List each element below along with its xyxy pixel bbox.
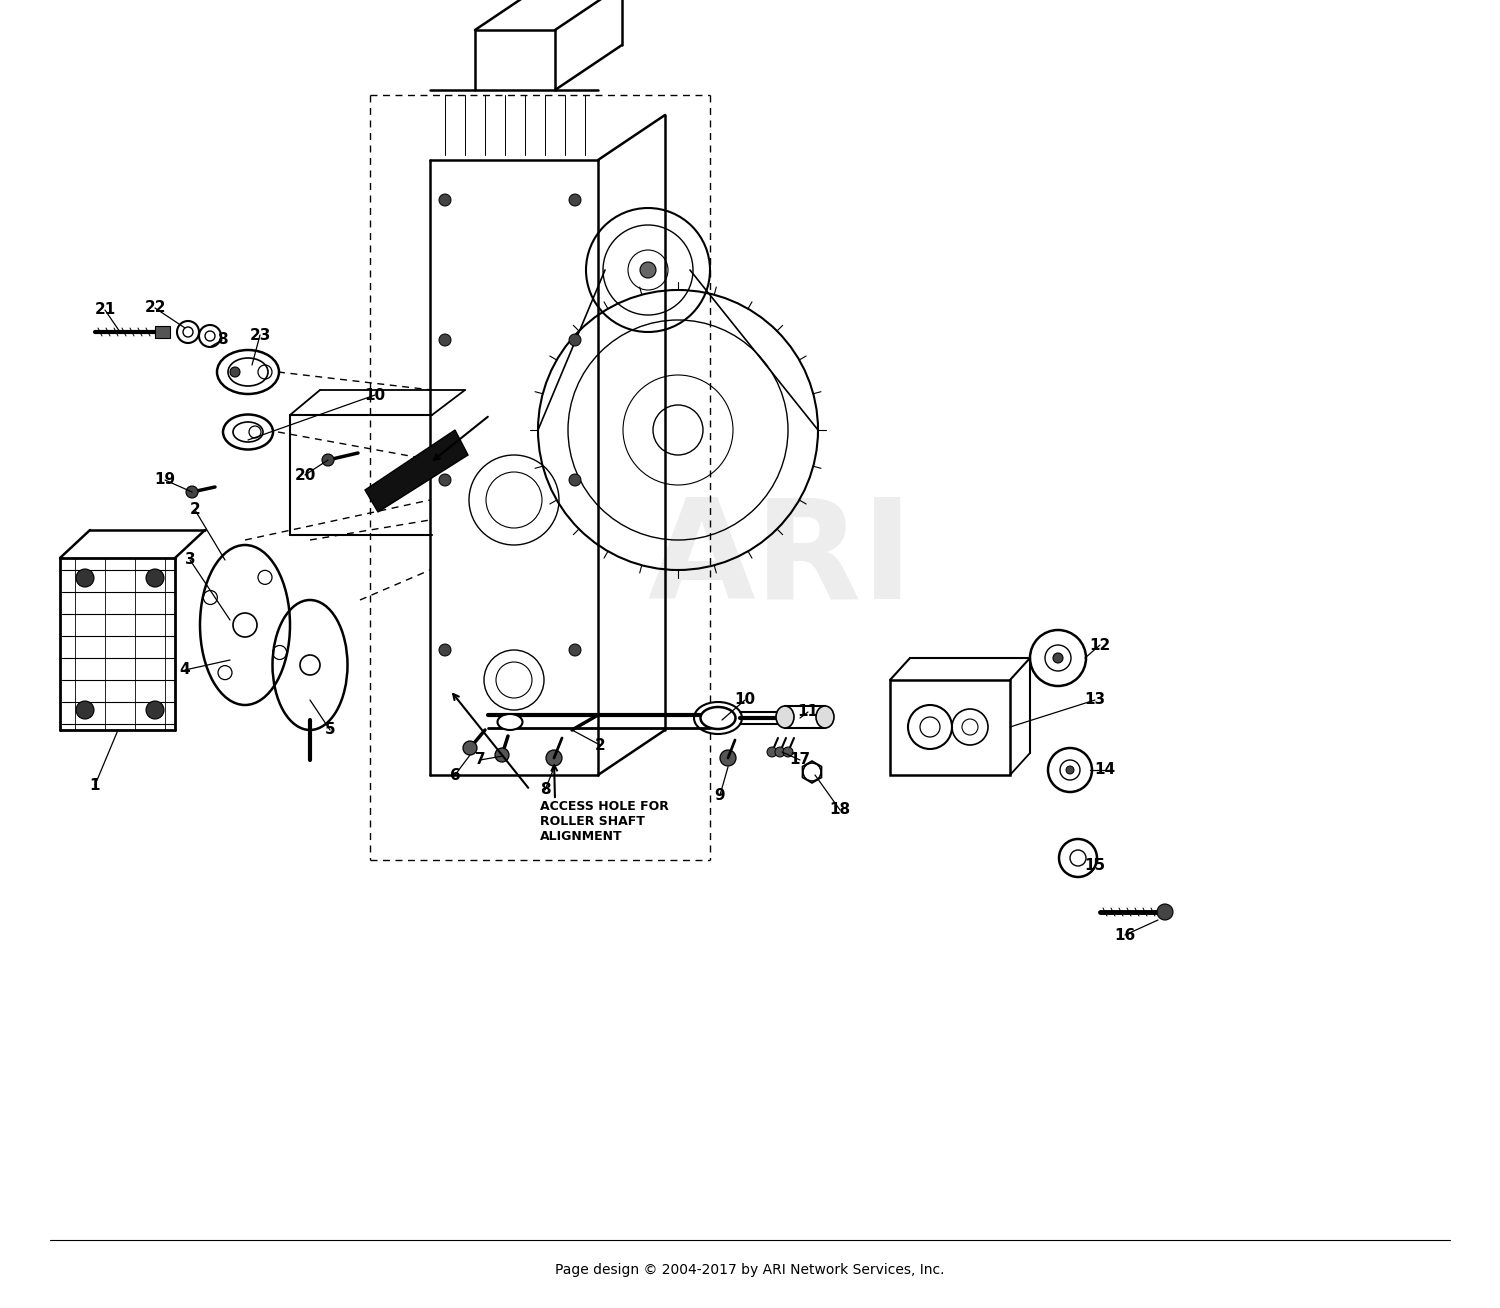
Ellipse shape: [224, 415, 273, 450]
Text: 10: 10: [364, 387, 386, 403]
Circle shape: [230, 368, 240, 377]
Circle shape: [1066, 766, 1074, 774]
Text: 8: 8: [540, 782, 550, 798]
Circle shape: [1156, 904, 1173, 920]
Circle shape: [186, 487, 198, 498]
Ellipse shape: [217, 351, 279, 394]
Text: ACCESS HOLE FOR
ROLLER SHAFT
ALIGNMENT: ACCESS HOLE FOR ROLLER SHAFT ALIGNMENT: [540, 800, 669, 842]
Circle shape: [464, 742, 477, 755]
Circle shape: [440, 334, 452, 347]
Text: 14: 14: [1095, 763, 1116, 777]
Text: 20: 20: [294, 467, 315, 483]
Text: 10: 10: [735, 692, 756, 708]
Text: 16: 16: [1114, 927, 1136, 943]
Circle shape: [546, 749, 562, 766]
Text: 6: 6: [450, 768, 460, 782]
Circle shape: [783, 747, 794, 757]
Circle shape: [568, 334, 580, 347]
Ellipse shape: [776, 706, 794, 729]
Text: Page design © 2004-2017 by ARI Network Services, Inc.: Page design © 2004-2017 by ARI Network S…: [555, 1264, 945, 1277]
Text: 12: 12: [1089, 637, 1110, 653]
Circle shape: [76, 701, 94, 719]
Circle shape: [720, 749, 736, 766]
Text: 13: 13: [1084, 692, 1106, 708]
Text: 1: 1: [90, 777, 101, 793]
Ellipse shape: [700, 708, 735, 729]
Circle shape: [146, 701, 164, 719]
Circle shape: [776, 747, 784, 757]
Circle shape: [300, 655, 320, 675]
Circle shape: [232, 613, 256, 637]
Circle shape: [322, 454, 334, 466]
Circle shape: [495, 748, 508, 763]
Circle shape: [440, 473, 452, 487]
Text: 23: 23: [249, 327, 270, 343]
Circle shape: [440, 644, 452, 657]
Polygon shape: [154, 326, 170, 337]
Text: 15: 15: [1084, 858, 1106, 872]
Text: 8: 8: [216, 332, 228, 348]
Text: 3: 3: [184, 552, 195, 568]
Text: 19: 19: [154, 472, 176, 488]
Text: 5: 5: [324, 722, 336, 738]
Text: 21: 21: [94, 302, 116, 318]
Circle shape: [568, 473, 580, 487]
Text: 2: 2: [189, 502, 201, 518]
Text: 9: 9: [714, 787, 726, 803]
Bar: [784, 706, 825, 729]
Circle shape: [766, 747, 777, 757]
Ellipse shape: [816, 706, 834, 729]
Text: 4: 4: [180, 662, 190, 678]
Ellipse shape: [498, 714, 522, 730]
Text: 17: 17: [789, 752, 810, 768]
Circle shape: [1053, 653, 1064, 663]
Circle shape: [568, 194, 580, 205]
Polygon shape: [364, 430, 468, 511]
Circle shape: [640, 262, 656, 279]
Text: 2: 2: [594, 738, 606, 752]
Text: 11: 11: [798, 705, 819, 719]
Circle shape: [146, 569, 164, 587]
Text: 22: 22: [144, 301, 165, 315]
Circle shape: [76, 569, 94, 587]
Circle shape: [440, 194, 452, 205]
Text: 7: 7: [474, 752, 486, 768]
Text: ARI: ARI: [646, 493, 914, 628]
Bar: [890, 680, 1010, 776]
Circle shape: [568, 644, 580, 657]
Text: 18: 18: [830, 803, 850, 818]
